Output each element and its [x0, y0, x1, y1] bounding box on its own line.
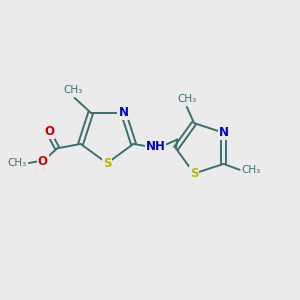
- Text: S: S: [103, 157, 111, 170]
- Text: O: O: [44, 125, 54, 138]
- Text: CH₃: CH₃: [64, 85, 83, 95]
- Text: NH: NH: [146, 140, 165, 153]
- Text: CH₃: CH₃: [7, 158, 26, 168]
- Text: S: S: [190, 167, 198, 180]
- Text: O: O: [38, 155, 48, 168]
- Text: CH₃: CH₃: [177, 94, 196, 104]
- Text: N: N: [218, 126, 229, 139]
- Text: CH₃: CH₃: [241, 165, 260, 175]
- Text: N: N: [118, 106, 128, 119]
